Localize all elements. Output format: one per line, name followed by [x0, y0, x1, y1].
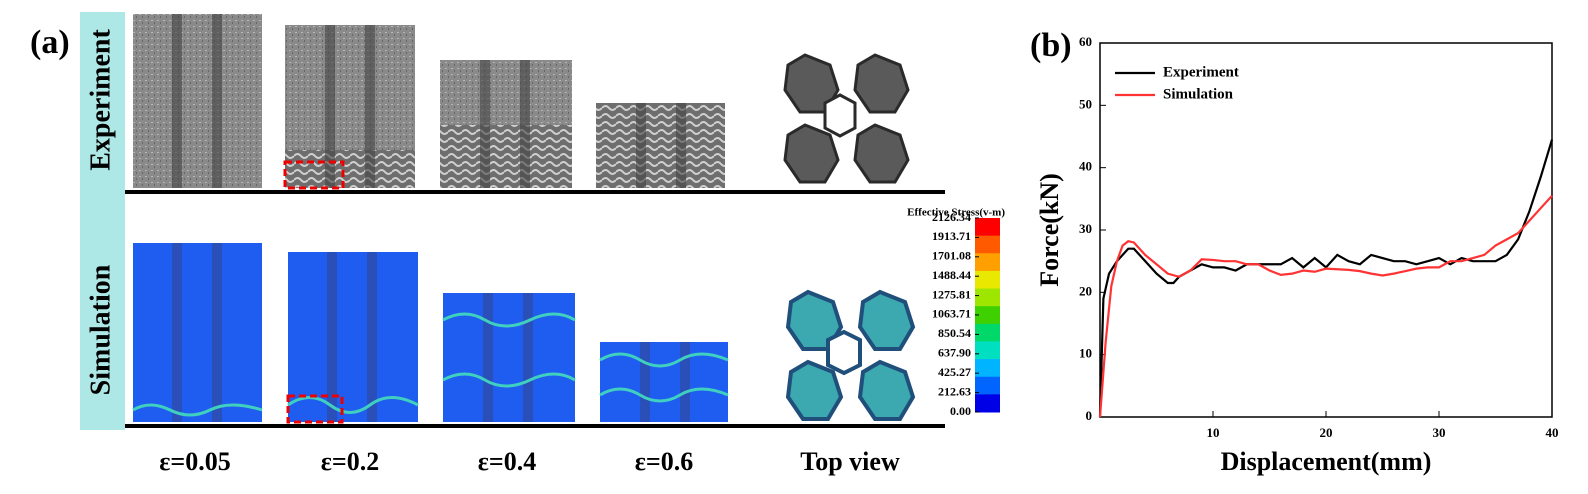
- strain-label: ε=0.2: [321, 447, 379, 476]
- panel-label: (a): [30, 24, 70, 61]
- y-axis-title: Force(kN): [1035, 173, 1064, 287]
- x-tick-label: 40: [1546, 425, 1559, 440]
- y-tick-label: 30: [1079, 221, 1092, 236]
- colorbar-segment: [975, 218, 1000, 237]
- colorbar-segment: [975, 306, 1000, 325]
- line-chart: 0 10 20 30 40 50 60 10 20 30 40 Experiment Simulatio…: [1079, 34, 1559, 440]
- colorbar-tick-label: 1488.44: [932, 268, 971, 282]
- row-label: Simulation: [85, 264, 116, 395]
- y-tick-label: 10: [1079, 346, 1092, 361]
- x-tick-label: 10: [1207, 425, 1220, 440]
- row-label: Experiment: [85, 29, 116, 171]
- series-line: [1098, 194, 1553, 418]
- series-line: [1098, 139, 1554, 418]
- simulation-images: [132, 243, 729, 424]
- colorbar-segment: [975, 323, 1000, 342]
- legend-label: Experiment: [1163, 64, 1239, 80]
- colorbar-tick-label: 1701.08: [932, 249, 971, 263]
- colorbar-segment: [975, 341, 1000, 360]
- colorbar-tick-label: 0.00: [950, 404, 971, 418]
- colorbar-tick-label: 1275.81: [932, 287, 971, 301]
- strain-label: ε=0.05: [159, 447, 230, 476]
- colorbar-title: Effective Stress(v-m): [907, 207, 1005, 219]
- colorbar-segment: [975, 253, 1000, 272]
- y-tick-label: 40: [1079, 159, 1092, 174]
- colorbar-tick-label: 1913.71: [932, 229, 971, 243]
- row-band: [80, 12, 125, 430]
- experiment-images: [133, 14, 725, 190]
- strain-label: ε=0.4: [478, 447, 536, 476]
- y-tick-label: 50: [1079, 96, 1092, 111]
- colorbar-tick-label: 637.90: [938, 346, 971, 360]
- y-tick-label: 0: [1086, 408, 1093, 423]
- x-axis-title: Displacement(mm): [1221, 447, 1432, 476]
- y-tick-label: 60: [1079, 34, 1092, 49]
- colorbar-tick-label: 2126.34: [932, 210, 971, 224]
- top-view-experiment: [783, 53, 910, 184]
- top-view-label: Top view: [800, 447, 900, 476]
- strain-label: ε=0.6: [635, 447, 693, 476]
- colorbar-tick-label: 212.63: [938, 384, 971, 398]
- y-tick-label: 20: [1079, 283, 1092, 298]
- colorbar: 2126.34 1913.71 1701.08 1488.44 1275.81 1063.…: [932, 210, 1000, 418]
- panel-label: (b): [1030, 27, 1072, 64]
- colorbar-segment: [975, 235, 1000, 254]
- colorbar-segment: [975, 359, 1000, 378]
- legend-label: Simulation: [1163, 86, 1234, 102]
- colorbar-segment: [975, 376, 1000, 395]
- x-tick-label: 30: [1433, 425, 1446, 440]
- colorbar-segment: [975, 394, 1000, 413]
- colorbar-segment: [975, 288, 1000, 307]
- colorbar-segment: [975, 270, 1000, 290]
- colorbar-tick-label: 850.54: [938, 326, 971, 340]
- top-view-simulation: [785, 289, 916, 421]
- x-tick-label: 20: [1320, 425, 1333, 440]
- colorbar-tick-label: 425.27: [938, 365, 971, 379]
- colorbar-tick-label: 1063.71: [932, 307, 971, 321]
